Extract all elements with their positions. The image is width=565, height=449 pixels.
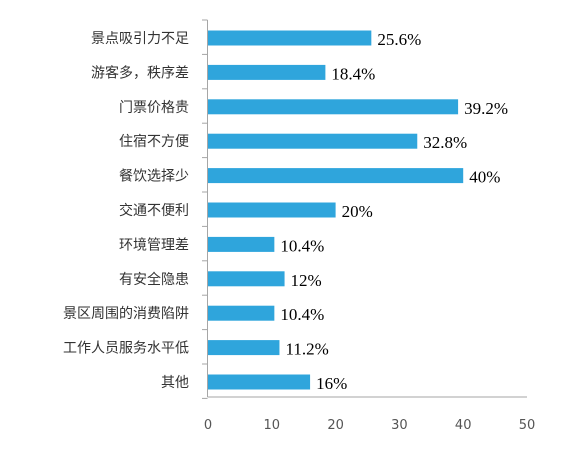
data-label: 10.4% bbox=[280, 305, 324, 324]
category-label: 住宿不方便 bbox=[119, 133, 189, 150]
bar bbox=[208, 64, 326, 80]
category-label: 餐饮选择少 bbox=[119, 169, 189, 185]
x-tick-label: 20 bbox=[327, 418, 344, 433]
category-label: 交通不便利 bbox=[119, 202, 189, 219]
x-tick-label: 40 bbox=[455, 418, 472, 433]
data-label: 25.6% bbox=[377, 30, 421, 49]
data-label: 11.2% bbox=[285, 340, 328, 359]
x-tick-label: 10 bbox=[264, 418, 281, 433]
data-label: 39.2% bbox=[464, 99, 508, 118]
data-label: 18.4% bbox=[331, 64, 375, 83]
category-label: 环境管理差 bbox=[119, 237, 189, 253]
bar bbox=[208, 202, 336, 218]
category-labels: 景点吸引力不足游客多，秩序差门票价格贵住宿不方便餐饮选择少交通不便利环境管理差有… bbox=[63, 31, 189, 391]
axes-group bbox=[202, 19, 527, 399]
bar bbox=[208, 340, 280, 356]
data-label: 12% bbox=[291, 271, 322, 290]
data-label: 10.4% bbox=[280, 236, 324, 255]
bar bbox=[208, 133, 418, 149]
category-label: 有安全隐患 bbox=[119, 271, 189, 288]
bar bbox=[208, 168, 464, 184]
x-tick-label: 30 bbox=[391, 418, 408, 433]
bar bbox=[208, 374, 311, 390]
category-label: 其他 bbox=[161, 375, 189, 391]
bar bbox=[208, 30, 372, 46]
category-label: 门票价格贵 bbox=[119, 100, 189, 116]
x-tick-label: 50 bbox=[519, 418, 536, 433]
bar bbox=[208, 99, 459, 115]
bar bbox=[208, 271, 285, 287]
bar bbox=[208, 305, 275, 321]
category-label: 景区周围的消费陷阱 bbox=[63, 306, 189, 322]
data-label: 20% bbox=[342, 202, 373, 221]
data-label: 32.8% bbox=[423, 133, 467, 152]
bar bbox=[208, 236, 275, 252]
category-label: 游客多，秩序差 bbox=[91, 64, 189, 81]
x-tick-labels: 0 10 20 30 40 50 bbox=[204, 418, 535, 433]
bars-group bbox=[208, 30, 464, 390]
data-label: 16% bbox=[316, 374, 347, 393]
x-tick-label: 0 bbox=[204, 418, 212, 433]
category-label: 工作人员服务水平低 bbox=[63, 341, 189, 357]
data-label: 40% bbox=[469, 168, 500, 187]
value-labels: 25.6%18.4% 39.2% 32.8%40% 20% 10.4% 12% 10.4% 1… bbox=[280, 30, 508, 393]
category-label: 景点吸引力不足 bbox=[91, 31, 189, 47]
